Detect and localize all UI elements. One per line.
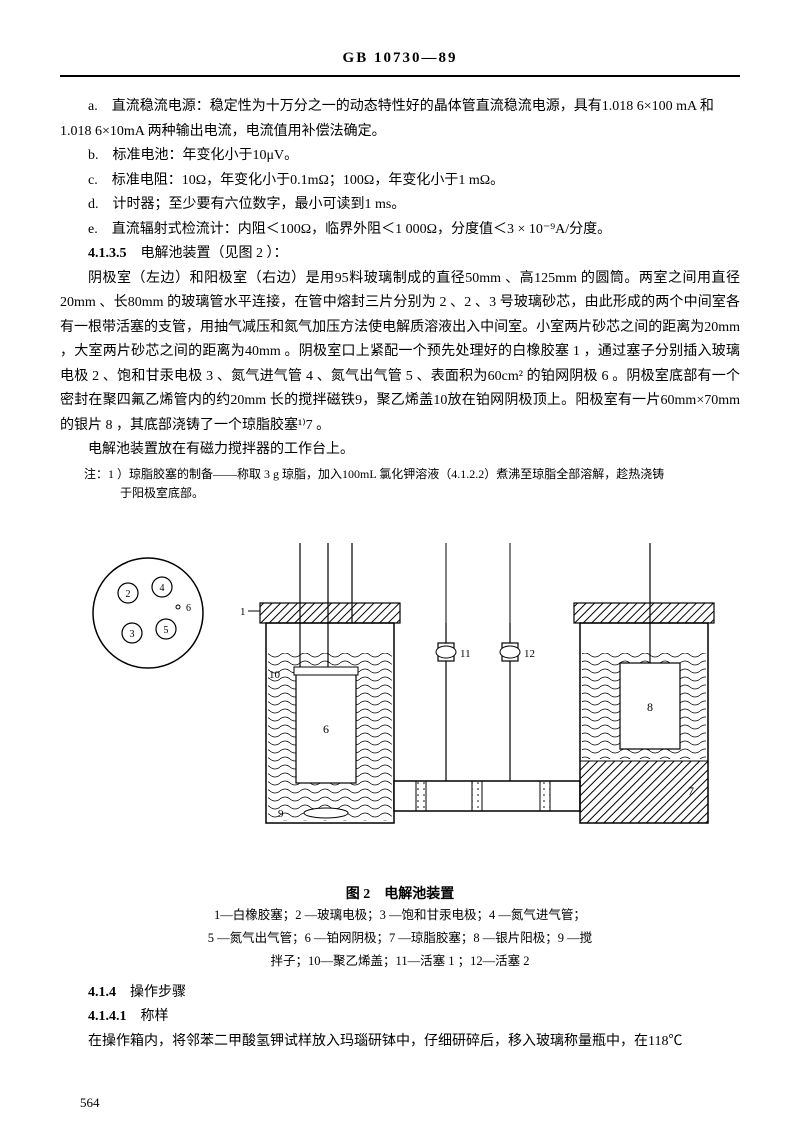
anode-chamber: 7 8	[574, 543, 714, 823]
label-6: 6	[323, 722, 329, 736]
section-4135: 4.1.3.5 电解池装置（见图 2 ）：	[60, 242, 740, 267]
figure-legend-3: 拌子；10—聚乙烯盖；11—活塞 1 ；12—活塞 2	[60, 951, 740, 972]
cathode-chamber: 6 10 9 1	[240, 543, 400, 823]
connecting-tube: 11 12	[394, 543, 580, 811]
item-a: a. 直流稳流电源：稳定性为十万分之一的动态特性好的晶体管直流稳流电源，具有1.…	[60, 95, 740, 144]
label-8: 8	[647, 700, 653, 714]
figure-2: 2 4 3 5 6	[80, 523, 720, 873]
item-e: e. 直流辐射式检流计：内阻＜100Ω，临界外阻＜1 000Ω，分度值＜3 × …	[60, 218, 740, 243]
section-4141-title: 称样	[127, 1009, 169, 1024]
section-414-title: 操作步骤	[116, 985, 186, 1000]
standard-code: GB 10730—89	[60, 50, 740, 75]
note-1-line1: 注：1 ）琼脂胶塞的制备——称取 3 g 琼脂，加入100mL 氯化钾溶液（4.…	[60, 465, 740, 484]
section-4135-num: 4.1.3.5	[88, 246, 127, 261]
figure-legend-2: 5 —氮气出气管；6 —铂网阴极；7 —琼脂胶塞；8 —银片阳极；9 —搅	[60, 928, 740, 949]
label-12: 12	[524, 648, 535, 660]
label-11: 11	[460, 648, 471, 660]
section-414: 4.1.4 操作步骤	[60, 981, 740, 1006]
paragraph-3: 在操作箱内，将邻苯二甲酸氢钾试样放入玛瑙研钵中，仔细研碎后，移入玻璃称量瓶中，在…	[60, 1030, 740, 1055]
item-d: d. 计时器；至少要有六位数字，最小可读到1 ms。	[60, 193, 740, 218]
label-3-small: 3	[130, 629, 135, 640]
section-4141-num: 4.1.4.1	[88, 1009, 127, 1024]
electrolytic-cell-diagram: 2 4 3 5 6	[80, 523, 720, 873]
label-1: 1	[240, 606, 246, 618]
paragraph-2: 电解池装置放在有磁力搅拌器的工作台上。	[60, 438, 740, 463]
label-6-small: 6	[186, 603, 191, 614]
label-10: 10	[269, 669, 281, 681]
figure-legend-1: 1—白橡胶塞；2 —玻璃电极；3 —饱和甘汞电极；4 —氮气进气管；	[60, 905, 740, 926]
item-b: b. 标准电池：年变化小于10μV。	[60, 144, 740, 169]
section-414-num: 4.1.4	[88, 985, 116, 1000]
section-4135-title: 电解池装置（见图 2 ）：	[127, 246, 288, 261]
label-2-small: 2	[126, 589, 131, 600]
stopper-topview: 2 4 3 5 6	[93, 558, 203, 668]
page-number: 564	[80, 1095, 100, 1111]
label-7: 7	[688, 784, 694, 798]
label-9: 9	[278, 808, 284, 820]
header-rule	[60, 75, 740, 77]
figure-caption: 图 2 电解池装置	[60, 883, 740, 903]
note-1-line2: 于阳极室底部。	[60, 484, 740, 503]
label-4-small: 4	[160, 583, 165, 594]
label-5-small: 5	[164, 625, 169, 636]
paragraph-1: 阴极室（左边）和阳极室（右边）是用95料玻璃制成的直径50mm 、高125mm …	[60, 267, 740, 439]
item-c: c. 标准电阻：10Ω，年变化小于0.1mΩ；100Ω，年变化小于1 mΩ。	[60, 169, 740, 194]
section-4141: 4.1.4.1 称样	[60, 1005, 740, 1030]
